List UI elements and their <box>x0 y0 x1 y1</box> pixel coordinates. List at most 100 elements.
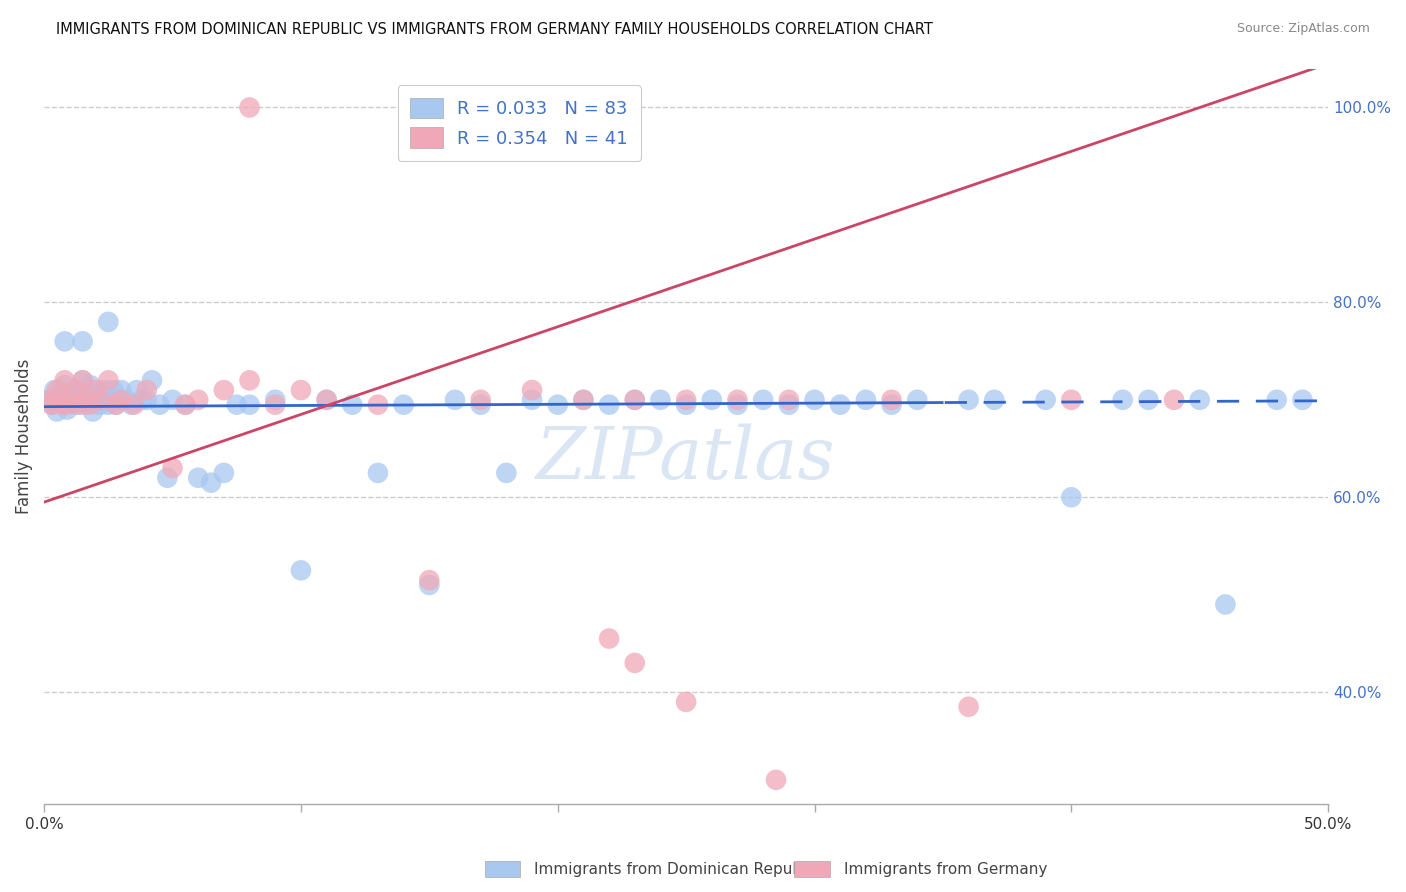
Point <box>367 466 389 480</box>
Point <box>238 373 260 387</box>
Point <box>103 383 125 397</box>
Point <box>598 398 620 412</box>
Point <box>41 398 63 412</box>
Point <box>623 656 645 670</box>
Point <box>200 475 222 490</box>
Point <box>830 398 852 412</box>
Point <box>290 383 312 397</box>
Point <box>41 398 63 412</box>
Legend: R = 0.033   N = 83, R = 0.354   N = 41: R = 0.033 N = 83, R = 0.354 N = 41 <box>398 85 641 161</box>
Point <box>63 383 86 397</box>
Point <box>51 394 73 409</box>
Point <box>100 392 122 407</box>
Point <box>38 392 60 407</box>
Text: IMMIGRANTS FROM DOMINICAN REPUBLIC VS IMMIGRANTS FROM GERMANY FAMILY HOUSEHOLDS : IMMIGRANTS FROM DOMINICAN REPUBLIC VS IM… <box>56 22 934 37</box>
Point <box>1060 392 1083 407</box>
Point <box>983 392 1005 407</box>
Point <box>1035 392 1057 407</box>
Point <box>418 578 440 592</box>
Point <box>90 392 112 407</box>
Point <box>1215 598 1237 612</box>
Point <box>238 101 260 115</box>
Point <box>572 392 595 407</box>
Point <box>94 383 117 397</box>
Point <box>342 398 364 412</box>
Point <box>700 392 723 407</box>
Point <box>110 392 132 407</box>
Point <box>212 466 235 480</box>
Point <box>880 398 903 412</box>
Point <box>623 392 645 407</box>
Point <box>156 471 179 485</box>
Point <box>115 392 138 407</box>
Point <box>392 398 415 412</box>
Point <box>75 398 97 412</box>
Point <box>418 573 440 587</box>
Point <box>149 398 172 412</box>
Point <box>1291 392 1313 407</box>
Point <box>444 392 467 407</box>
Point <box>90 398 112 412</box>
Text: Immigrants from Germany: Immigrants from Germany <box>844 863 1047 877</box>
Point <box>470 392 492 407</box>
Point <box>84 392 107 407</box>
Point <box>572 392 595 407</box>
Point <box>72 373 94 387</box>
Point <box>225 398 247 412</box>
Point <box>53 334 76 349</box>
Point <box>495 466 517 480</box>
Point <box>48 388 70 402</box>
Point <box>59 392 82 407</box>
Point <box>520 383 543 397</box>
Point <box>162 461 184 475</box>
Point <box>97 398 120 412</box>
Point <box>125 383 148 397</box>
Point <box>1060 490 1083 504</box>
Point <box>855 392 877 407</box>
Point <box>87 383 110 397</box>
Point <box>547 398 569 412</box>
Point <box>141 373 163 387</box>
Point <box>174 398 197 412</box>
Point <box>59 392 82 407</box>
Point <box>66 383 89 397</box>
Point <box>110 383 132 397</box>
Point <box>650 392 672 407</box>
Point <box>120 398 142 412</box>
Point <box>778 398 800 412</box>
Point <box>174 398 197 412</box>
Point <box>623 392 645 407</box>
Point <box>51 398 73 412</box>
Point <box>97 315 120 329</box>
Point <box>53 373 76 387</box>
Point <box>38 392 60 407</box>
Point <box>727 392 749 407</box>
Point <box>105 398 128 412</box>
Point <box>675 695 697 709</box>
Point <box>598 632 620 646</box>
Point <box>1163 392 1185 407</box>
Point <box>162 392 184 407</box>
Point <box>957 392 980 407</box>
Point <box>60 388 83 402</box>
Point <box>264 392 287 407</box>
Point <box>135 383 157 397</box>
Point <box>1265 392 1288 407</box>
Point <box>315 392 337 407</box>
Point <box>48 392 70 407</box>
Point <box>97 373 120 387</box>
Point <box>56 402 79 417</box>
Point <box>135 392 157 407</box>
Point <box>46 383 69 397</box>
Point <box>905 392 928 407</box>
Point <box>238 398 260 412</box>
Text: Source: ZipAtlas.com: Source: ZipAtlas.com <box>1237 22 1371 36</box>
Point <box>727 398 749 412</box>
Point <box>44 383 66 397</box>
Point <box>105 398 128 412</box>
Point <box>1112 392 1135 407</box>
Point <box>675 398 697 412</box>
Point <box>765 772 787 787</box>
Point <box>367 398 389 412</box>
Point <box>76 392 98 407</box>
